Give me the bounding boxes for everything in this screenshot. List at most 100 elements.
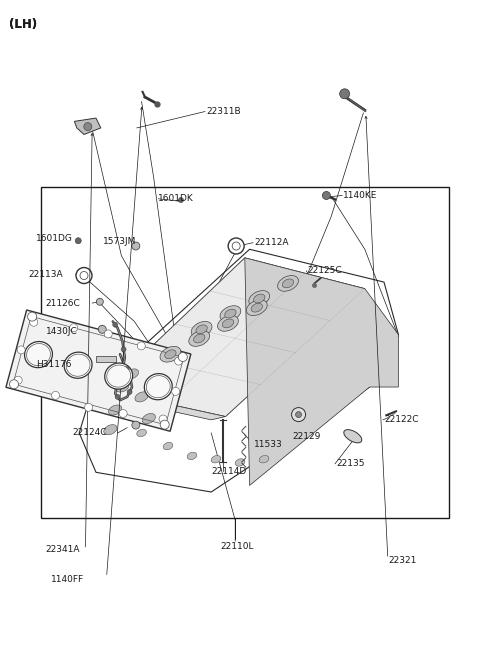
Ellipse shape xyxy=(165,350,176,359)
Ellipse shape xyxy=(211,455,221,463)
Ellipse shape xyxy=(222,319,234,328)
Ellipse shape xyxy=(144,374,172,400)
Ellipse shape xyxy=(246,300,267,316)
Ellipse shape xyxy=(193,334,205,343)
Text: 1140KE: 1140KE xyxy=(343,191,378,200)
Text: H31176: H31176 xyxy=(36,359,72,369)
Circle shape xyxy=(340,89,349,99)
Ellipse shape xyxy=(142,413,156,424)
Ellipse shape xyxy=(26,344,50,365)
Ellipse shape xyxy=(217,316,239,331)
Polygon shape xyxy=(245,258,398,485)
Circle shape xyxy=(30,318,38,326)
Text: 22112A: 22112A xyxy=(254,238,289,247)
Circle shape xyxy=(80,272,88,279)
Ellipse shape xyxy=(251,303,263,312)
Circle shape xyxy=(76,268,92,283)
Polygon shape xyxy=(74,118,101,134)
Ellipse shape xyxy=(235,459,245,466)
Circle shape xyxy=(172,387,180,396)
Circle shape xyxy=(178,352,187,361)
Circle shape xyxy=(296,411,301,418)
Ellipse shape xyxy=(187,452,197,460)
Circle shape xyxy=(127,390,132,394)
Text: 1430JC: 1430JC xyxy=(46,327,77,336)
Polygon shape xyxy=(91,390,226,420)
Circle shape xyxy=(17,346,25,354)
Polygon shape xyxy=(96,356,116,363)
Text: 22341A: 22341A xyxy=(46,545,80,554)
Ellipse shape xyxy=(163,442,173,450)
Ellipse shape xyxy=(105,363,132,389)
Text: 1140FF: 1140FF xyxy=(51,575,84,584)
Circle shape xyxy=(75,237,81,244)
Text: 11533: 11533 xyxy=(254,440,283,449)
Ellipse shape xyxy=(253,294,265,303)
Text: 1601DK: 1601DK xyxy=(158,194,194,203)
Text: 22311B: 22311B xyxy=(206,107,241,116)
Text: 22122C: 22122C xyxy=(384,415,419,424)
Ellipse shape xyxy=(116,382,129,392)
Text: 22124C: 22124C xyxy=(72,428,107,438)
Circle shape xyxy=(132,421,140,429)
Circle shape xyxy=(51,392,60,400)
Text: (LH): (LH) xyxy=(9,18,37,31)
Text: 21126C: 21126C xyxy=(46,298,80,308)
Text: 22321: 22321 xyxy=(389,556,417,565)
Text: 1601DG: 1601DG xyxy=(36,234,73,243)
Circle shape xyxy=(232,242,240,250)
Ellipse shape xyxy=(66,354,90,377)
Circle shape xyxy=(137,342,145,350)
Circle shape xyxy=(159,415,167,423)
Polygon shape xyxy=(6,310,191,431)
Circle shape xyxy=(98,325,106,333)
Ellipse shape xyxy=(146,376,170,398)
Ellipse shape xyxy=(189,331,210,346)
Ellipse shape xyxy=(196,325,207,334)
Circle shape xyxy=(160,420,169,429)
Circle shape xyxy=(10,380,19,389)
Polygon shape xyxy=(106,258,365,417)
Circle shape xyxy=(119,409,127,417)
Ellipse shape xyxy=(160,346,181,362)
Ellipse shape xyxy=(125,369,139,379)
Ellipse shape xyxy=(108,405,122,415)
Text: 22135: 22135 xyxy=(336,459,364,468)
Circle shape xyxy=(323,192,330,199)
Ellipse shape xyxy=(104,424,117,435)
Ellipse shape xyxy=(344,430,362,443)
Ellipse shape xyxy=(137,429,146,437)
Text: 22125C: 22125C xyxy=(307,266,342,276)
Text: 22114D: 22114D xyxy=(211,466,246,476)
Ellipse shape xyxy=(225,309,236,318)
Circle shape xyxy=(132,242,140,250)
Ellipse shape xyxy=(220,306,241,321)
Circle shape xyxy=(84,123,92,131)
Circle shape xyxy=(70,324,78,332)
Ellipse shape xyxy=(135,392,148,402)
Text: 22110L: 22110L xyxy=(221,542,254,551)
Ellipse shape xyxy=(191,321,212,337)
Ellipse shape xyxy=(282,279,294,288)
Text: (LH): (LH) xyxy=(9,18,37,31)
Circle shape xyxy=(104,330,112,338)
Circle shape xyxy=(28,312,36,321)
Circle shape xyxy=(113,322,118,327)
Ellipse shape xyxy=(249,291,270,306)
Circle shape xyxy=(115,394,120,400)
Circle shape xyxy=(124,367,129,371)
Ellipse shape xyxy=(107,365,131,387)
Circle shape xyxy=(228,238,244,254)
Circle shape xyxy=(118,373,122,378)
Ellipse shape xyxy=(24,342,52,367)
Circle shape xyxy=(291,407,306,422)
Circle shape xyxy=(175,357,182,365)
Circle shape xyxy=(121,347,126,352)
Text: 22113A: 22113A xyxy=(29,270,63,279)
Circle shape xyxy=(84,403,93,411)
Circle shape xyxy=(14,376,22,384)
Ellipse shape xyxy=(64,352,92,379)
Ellipse shape xyxy=(277,276,299,291)
Circle shape xyxy=(96,298,103,305)
Ellipse shape xyxy=(259,455,269,463)
